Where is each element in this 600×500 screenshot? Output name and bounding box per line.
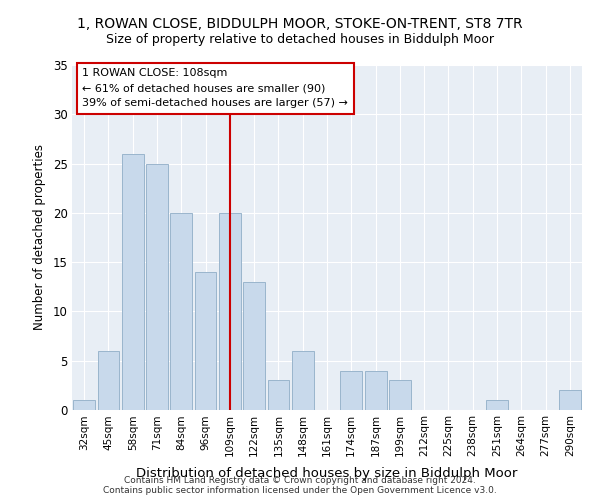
Text: Contains HM Land Registry data © Crown copyright and database right 2024.: Contains HM Land Registry data © Crown c… — [124, 476, 476, 485]
Bar — [146, 164, 168, 410]
Bar — [292, 351, 314, 410]
Bar — [194, 272, 217, 410]
Bar — [559, 390, 581, 410]
Bar — [365, 370, 386, 410]
X-axis label: Distribution of detached houses by size in Biddulph Moor: Distribution of detached houses by size … — [136, 468, 518, 480]
Bar — [73, 400, 95, 410]
Bar — [219, 213, 241, 410]
Text: 1 ROWAN CLOSE: 108sqm
← 61% of detached houses are smaller (90)
39% of semi-deta: 1 ROWAN CLOSE: 108sqm ← 61% of detached … — [82, 68, 348, 108]
Text: Contains public sector information licensed under the Open Government Licence v3: Contains public sector information licen… — [103, 486, 497, 495]
Text: 1, ROWAN CLOSE, BIDDULPH MOOR, STOKE-ON-TRENT, ST8 7TR: 1, ROWAN CLOSE, BIDDULPH MOOR, STOKE-ON-… — [77, 18, 523, 32]
Bar — [122, 154, 143, 410]
Bar — [243, 282, 265, 410]
Y-axis label: Number of detached properties: Number of detached properties — [33, 144, 46, 330]
Text: Size of property relative to detached houses in Biddulph Moor: Size of property relative to detached ho… — [106, 32, 494, 46]
Bar — [389, 380, 411, 410]
Bar — [170, 213, 192, 410]
Bar — [268, 380, 289, 410]
Bar — [486, 400, 508, 410]
Bar — [97, 351, 119, 410]
Bar — [340, 370, 362, 410]
